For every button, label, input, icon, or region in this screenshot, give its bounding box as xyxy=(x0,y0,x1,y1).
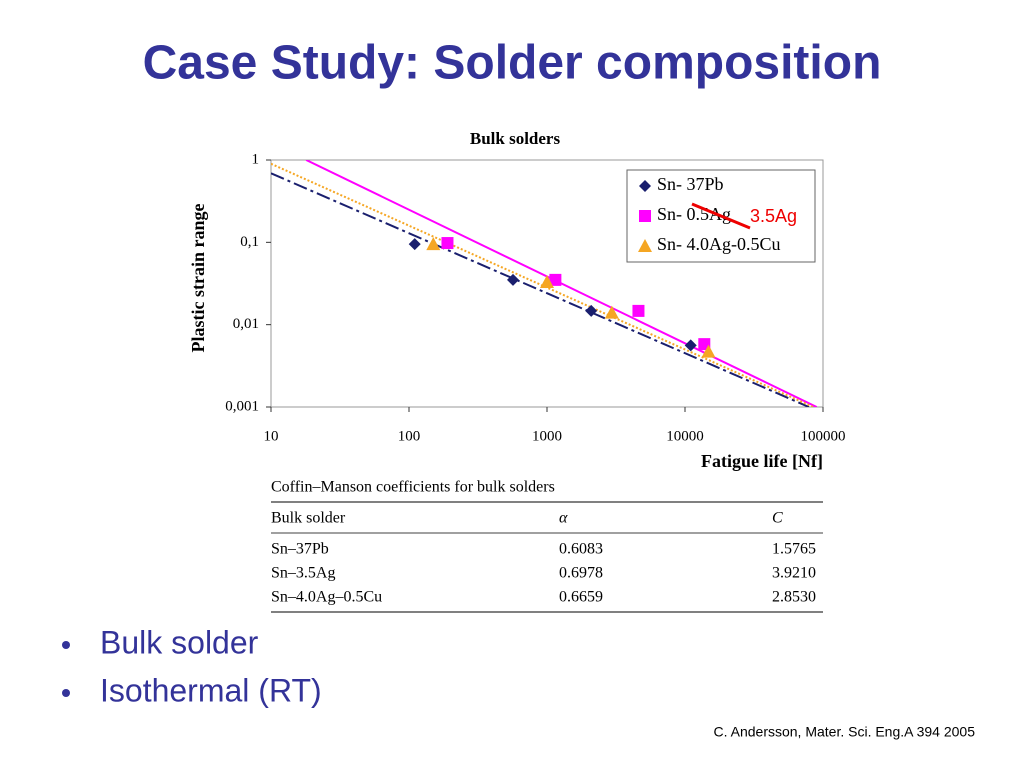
legend-marker xyxy=(638,239,652,252)
x-tick-label: 1000 xyxy=(532,428,562,444)
marker xyxy=(441,237,454,250)
bullet-dot xyxy=(62,641,70,649)
slide-title: Case Study: Solder composition xyxy=(143,37,882,90)
legend-label: Sn- 0.5Ag xyxy=(657,204,731,224)
table-header: Bulk solder xyxy=(271,510,346,527)
marker xyxy=(506,273,519,286)
marker xyxy=(632,304,645,317)
marker xyxy=(540,274,554,288)
y-tick-label: 0,001 xyxy=(225,398,259,414)
bullet-text: Bulk solder xyxy=(100,624,259,660)
table-header: α xyxy=(559,510,568,527)
legend-marker xyxy=(639,180,651,192)
table-cell: 0.6083 xyxy=(559,541,603,558)
legend-label: Sn- 37Pb xyxy=(657,174,724,194)
table-cell: Sn–4.0Ag–0.5Cu xyxy=(271,589,382,606)
legend-label: Sn- 4.0Ag-0.5Cu xyxy=(657,234,781,254)
table-cell: 0.6659 xyxy=(559,589,603,606)
marker xyxy=(684,339,697,352)
citation: C. Andersson, Mater. Sci. Eng.A 394 2005 xyxy=(714,724,976,740)
annotation: 3.5Ag xyxy=(750,206,797,226)
legend-marker xyxy=(639,210,651,222)
table-cell: Sn–37Pb xyxy=(271,541,329,558)
marker xyxy=(585,304,598,317)
marker xyxy=(426,237,441,251)
fit-line xyxy=(271,172,810,407)
table-header: C xyxy=(772,510,783,527)
table-cell: Sn–3.5Ag xyxy=(271,565,335,582)
table-cell: 2.8530 xyxy=(772,589,816,606)
x-tick-label: 10 xyxy=(264,428,279,444)
bullet-dot xyxy=(62,689,70,697)
marker xyxy=(408,238,421,251)
y-tick-label: 0,1 xyxy=(240,234,259,250)
legend-box xyxy=(626,169,816,263)
x-tick-label: 100 xyxy=(398,428,421,444)
bullet-text: Isothermal (RT) xyxy=(100,672,322,708)
y-tick-label: 1 xyxy=(252,151,260,167)
table-cell: 3.9210 xyxy=(772,565,816,582)
x-tick-label: 100000 xyxy=(801,428,846,444)
table-cell: 0.6978 xyxy=(559,565,603,582)
chart-title: Bulk solders xyxy=(470,129,561,148)
x-tick-label: 10000 xyxy=(666,428,704,444)
table-cell: 1.5765 xyxy=(772,541,816,558)
marker xyxy=(701,344,716,358)
table-caption: Coffin–Manson coefficients for bulk sold… xyxy=(271,479,555,496)
marker xyxy=(549,273,562,286)
y-tick-label: 0,01 xyxy=(233,316,259,332)
marker xyxy=(604,305,619,319)
y-axis-label: Plastic strain range xyxy=(188,204,208,353)
x-axis-label: Fatigue life [Nf] xyxy=(701,451,823,471)
strike-mark xyxy=(691,202,751,230)
fit-line xyxy=(305,160,818,407)
